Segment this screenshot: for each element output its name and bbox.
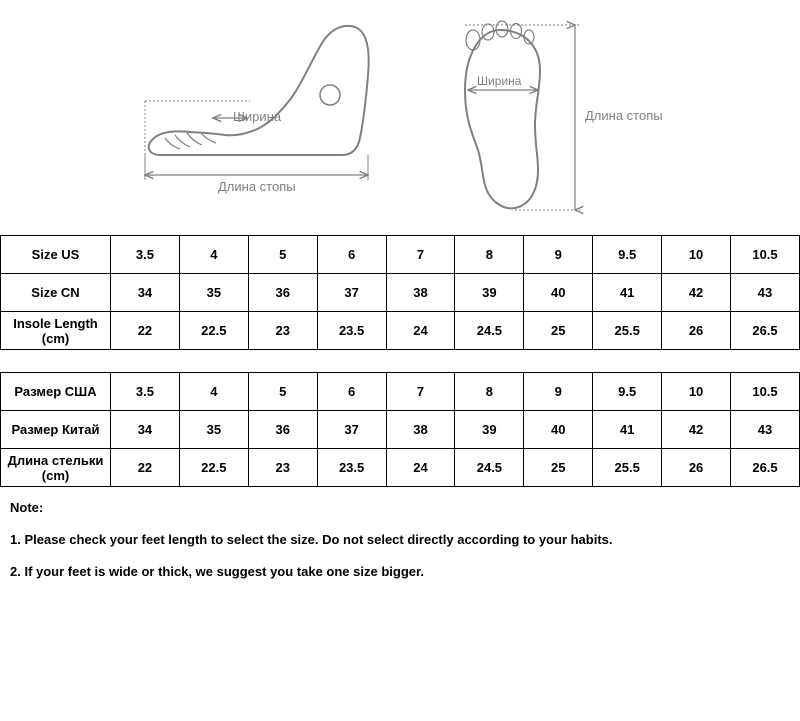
table-cell: 23.5 xyxy=(317,312,386,350)
table-cell: 3.5 xyxy=(111,373,180,411)
size-table-ru: Размер США3.54567899.51010.5Размер Китай… xyxy=(0,372,800,487)
table-cell: 36 xyxy=(248,411,317,449)
table-cell: 24 xyxy=(386,312,455,350)
en-row-header: Size CN xyxy=(1,274,111,312)
table-cell: 10 xyxy=(662,373,731,411)
side-length-label: Длина стопы xyxy=(218,179,296,194)
table-cell: 23.5 xyxy=(317,449,386,487)
table-cell: 42 xyxy=(662,411,731,449)
table-cell: 22.5 xyxy=(179,449,248,487)
table-cell: 41 xyxy=(593,274,662,312)
table-cell: 10 xyxy=(662,236,731,274)
table-cell: 37 xyxy=(317,411,386,449)
foot-side-view: Ширина Длина стопы xyxy=(145,26,369,194)
table-cell: 22 xyxy=(111,312,180,350)
table-cell: 9 xyxy=(524,236,593,274)
sole-length-label: Длина стопы xyxy=(585,108,663,123)
table-cell: 10.5 xyxy=(731,373,800,411)
table-cell: 26 xyxy=(662,312,731,350)
table-cell: 6 xyxy=(317,236,386,274)
table-cell: 9.5 xyxy=(593,373,662,411)
table-cell: 4 xyxy=(179,373,248,411)
table-cell: 39 xyxy=(455,274,524,312)
table-row: Size US3.54567899.51010.5 xyxy=(1,236,800,274)
table-cell: 8 xyxy=(455,236,524,274)
table-cell: 8 xyxy=(455,373,524,411)
table-cell: 24.5 xyxy=(455,449,524,487)
en-row-header: Insole Length(cm) xyxy=(1,312,111,350)
table-row: Размер Китай34353637383940414243 xyxy=(1,411,800,449)
table-cell: 22 xyxy=(111,449,180,487)
table-row: Insole Length(cm)2222.52323.52424.52525.… xyxy=(1,312,800,350)
table-cell: 26 xyxy=(662,449,731,487)
table-cell: 38 xyxy=(386,411,455,449)
table-cell: 9.5 xyxy=(593,236,662,274)
table-cell: 24 xyxy=(386,449,455,487)
table-cell: 25.5 xyxy=(593,449,662,487)
notes-line-2: 2. If your feet is wide or thick, we sug… xyxy=(10,563,790,581)
tables-area: Size US3.54567899.51010.5Size CN34353637… xyxy=(0,235,800,487)
table-row: Длина стельки(cm)2222.52323.52424.52525.… xyxy=(1,449,800,487)
table-cell: 10.5 xyxy=(731,236,800,274)
table-cell: 35 xyxy=(179,274,248,312)
table-cell: 43 xyxy=(731,411,800,449)
table-cell: 9 xyxy=(524,373,593,411)
table-cell: 25.5 xyxy=(593,312,662,350)
table-cell: 25 xyxy=(524,449,593,487)
table-cell: 41 xyxy=(593,411,662,449)
table-cell: 24.5 xyxy=(455,312,524,350)
table-cell: 37 xyxy=(317,274,386,312)
foot-diagram-area: Ширина Длина стопы Ширина Длина стопы xyxy=(0,0,800,235)
table-cell: 7 xyxy=(386,373,455,411)
foot-sole-view: Ширина Длина стопы xyxy=(465,21,663,210)
table-cell: 26.5 xyxy=(731,449,800,487)
table-cell: 23 xyxy=(248,312,317,350)
table-cell: 38 xyxy=(386,274,455,312)
foot-diagrams-svg: Ширина Длина стопы Ширина Длина стопы xyxy=(90,5,710,230)
en-row-header: Size US xyxy=(1,236,111,274)
side-width-label: Ширина xyxy=(233,109,282,124)
table-cell: 4 xyxy=(179,236,248,274)
table-cell: 23 xyxy=(248,449,317,487)
notes-title: Note: xyxy=(10,499,790,517)
table-cell: 5 xyxy=(248,373,317,411)
ru-row-header: Размер Китай xyxy=(1,411,111,449)
table-cell: 39 xyxy=(455,411,524,449)
table-cell: 40 xyxy=(524,274,593,312)
table-cell: 22.5 xyxy=(179,312,248,350)
table-cell: 34 xyxy=(111,274,180,312)
sole-width-label: Ширина xyxy=(477,74,522,88)
table-cell: 26.5 xyxy=(731,312,800,350)
table-cell: 7 xyxy=(386,236,455,274)
notes-line-1: 1. Please check your feet length to sele… xyxy=(10,531,790,549)
table-cell: 5 xyxy=(248,236,317,274)
table-cell: 3.5 xyxy=(111,236,180,274)
notes-section: Note: 1. Please check your feet length t… xyxy=(0,487,800,582)
table-row: Size CN34353637383940414243 xyxy=(1,274,800,312)
ru-row-header: Размер США xyxy=(1,373,111,411)
table-cell: 43 xyxy=(731,274,800,312)
size-table-en: Size US3.54567899.51010.5Size CN34353637… xyxy=(0,235,800,350)
table-cell: 40 xyxy=(524,411,593,449)
table-cell: 36 xyxy=(248,274,317,312)
table-cell: 34 xyxy=(111,411,180,449)
table-cell: 35 xyxy=(179,411,248,449)
table-row: Размер США3.54567899.51010.5 xyxy=(1,373,800,411)
ru-row-header: Длина стельки(cm) xyxy=(1,449,111,487)
table-cell: 25 xyxy=(524,312,593,350)
table-cell: 42 xyxy=(662,274,731,312)
table-cell: 6 xyxy=(317,373,386,411)
